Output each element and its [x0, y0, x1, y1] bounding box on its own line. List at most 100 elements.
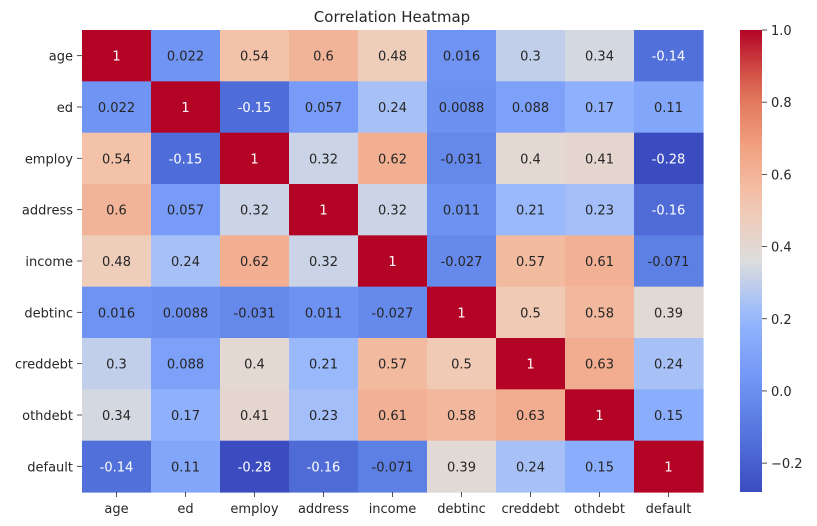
cell-annotation: 0.32 [309, 152, 338, 167]
cell-annotation: -0.031 [441, 152, 483, 167]
column-labels: age ed employ address income debtinc creddebt o… [104, 492, 691, 517]
cell-annotation: 0.6 [106, 204, 127, 219]
heatmap-cell [565, 286, 635, 339]
heatmap-cell [151, 30, 221, 82]
heatmap-cell [220, 235, 290, 288]
cell-annotation: -0.14 [100, 460, 134, 475]
cell-annotation: 0.58 [447, 409, 476, 424]
heatmap-cell [427, 235, 497, 288]
heatmap-cell [82, 286, 152, 339]
cell-annotation: 0.11 [171, 460, 200, 475]
heatmap-cell [427, 184, 497, 236]
heatmap-cell [634, 30, 704, 82]
cell-annotation: -0.031 [234, 306, 276, 321]
heatmap-cell [565, 389, 635, 442]
cell-annotation: 0.48 [102, 255, 131, 270]
heatmap-cell [151, 440, 221, 493]
heatmap-cell [496, 132, 566, 185]
heatmap-cell [496, 440, 566, 493]
cell-annotation: 1 [664, 460, 672, 475]
cell-annotation: 0.34 [102, 409, 131, 424]
cell-annotation: 1 [388, 255, 396, 270]
heatmap-cell [565, 440, 635, 493]
heatmap-cell [634, 389, 704, 442]
cell-annotation: 0.016 [98, 306, 135, 321]
colorbar-gradient [740, 30, 762, 492]
cell-annotation: 0.63 [516, 409, 545, 424]
heatmap-cell [82, 235, 152, 288]
cell-annotation: 0.4 [244, 358, 265, 373]
cell-annotation: -0.027 [441, 255, 483, 270]
cell-annotation: 0.0088 [439, 101, 485, 116]
heatmap-cell [634, 184, 704, 236]
heatmap-cell [634, 235, 704, 288]
heatmap-cell [565, 235, 635, 288]
cell-annotation: 0.32 [240, 204, 269, 219]
cell-annotation: 1 [250, 152, 258, 167]
cell-annotation: 0.17 [585, 101, 614, 116]
heatmap-cell [151, 235, 221, 288]
colorbar-tick-label: 0.8 [771, 96, 792, 111]
cell-annotation: 0.11 [654, 101, 683, 116]
cell-annotation: 0.057 [305, 101, 342, 116]
heatmap-cell [427, 132, 497, 185]
colorbar: −0.2 0.0 0.2 0.4 0.6 0.8 1.0 [740, 24, 803, 492]
heatmap-cell [289, 286, 359, 339]
column-label: address [298, 502, 349, 517]
heatmap-cell [151, 286, 221, 339]
heatmap-cell [220, 132, 290, 185]
heatmap-cell [427, 30, 497, 82]
heatmap-cell [358, 235, 428, 288]
row-label: othdebt [22, 409, 73, 424]
heatmap-cell [220, 440, 290, 493]
cell-annotation: 0.088 [167, 358, 204, 373]
row-label: income [25, 255, 73, 270]
cell-annotation: 0.022 [167, 50, 204, 65]
column-label: creddebt [501, 502, 559, 517]
heatmap-cell [427, 286, 497, 339]
column-label: employ [230, 502, 278, 517]
cell-annotation: 0.41 [240, 409, 269, 424]
cell-annotation: 0.39 [654, 306, 683, 321]
cell-annotation: 0.39 [447, 460, 476, 475]
cell-annotation: 0.34 [585, 50, 614, 65]
cell-annotation: 0.21 [309, 358, 338, 373]
heatmap-cell [151, 389, 221, 442]
cell-annotation: 0.24 [171, 255, 200, 270]
cell-annotation: 0.58 [585, 306, 614, 321]
cell-annotation: 0.23 [309, 409, 338, 424]
heatmap-cell [289, 235, 359, 288]
cell-annotation: -0.28 [238, 460, 272, 475]
row-label: creddebt [15, 358, 73, 373]
cell-annotation: 0.54 [240, 50, 269, 65]
cell-annotation: -0.14 [652, 50, 686, 65]
cell-annotation: 0.5 [520, 306, 541, 321]
heatmap-cell [427, 440, 497, 493]
cell-annotation: 0.21 [516, 204, 545, 219]
heatmap-cell [427, 389, 497, 442]
cell-annotation: -0.28 [652, 152, 686, 167]
colorbar-tick-label: 1.0 [771, 24, 792, 39]
cell-annotation: 0.4 [520, 152, 541, 167]
heatmap-cell [358, 338, 428, 390]
heatmap-cell [358, 132, 428, 185]
heatmap-cell [220, 286, 290, 339]
heatmap-cell [82, 184, 152, 236]
heatmap-cell [496, 81, 566, 134]
cell-annotation: 0.17 [171, 409, 200, 424]
heatmap-cell [82, 81, 152, 134]
row-labels: age ed employ address income debtinc creddebt o… [15, 50, 82, 475]
heatmap-cell [82, 389, 152, 442]
column-label: age [104, 502, 128, 517]
column-label: default [646, 502, 692, 517]
row-label: ed [57, 101, 73, 116]
cell-annotation: 0.63 [585, 358, 614, 373]
heatmap-cell [151, 81, 221, 134]
heatmap-cell [634, 132, 704, 185]
cell-annotation: 0.15 [654, 409, 683, 424]
row-label: age [49, 50, 73, 65]
column-label: othdebt [574, 502, 625, 517]
row-label: employ [25, 152, 73, 167]
heatmap-cell [427, 81, 497, 134]
heatmap-cell [82, 338, 152, 390]
